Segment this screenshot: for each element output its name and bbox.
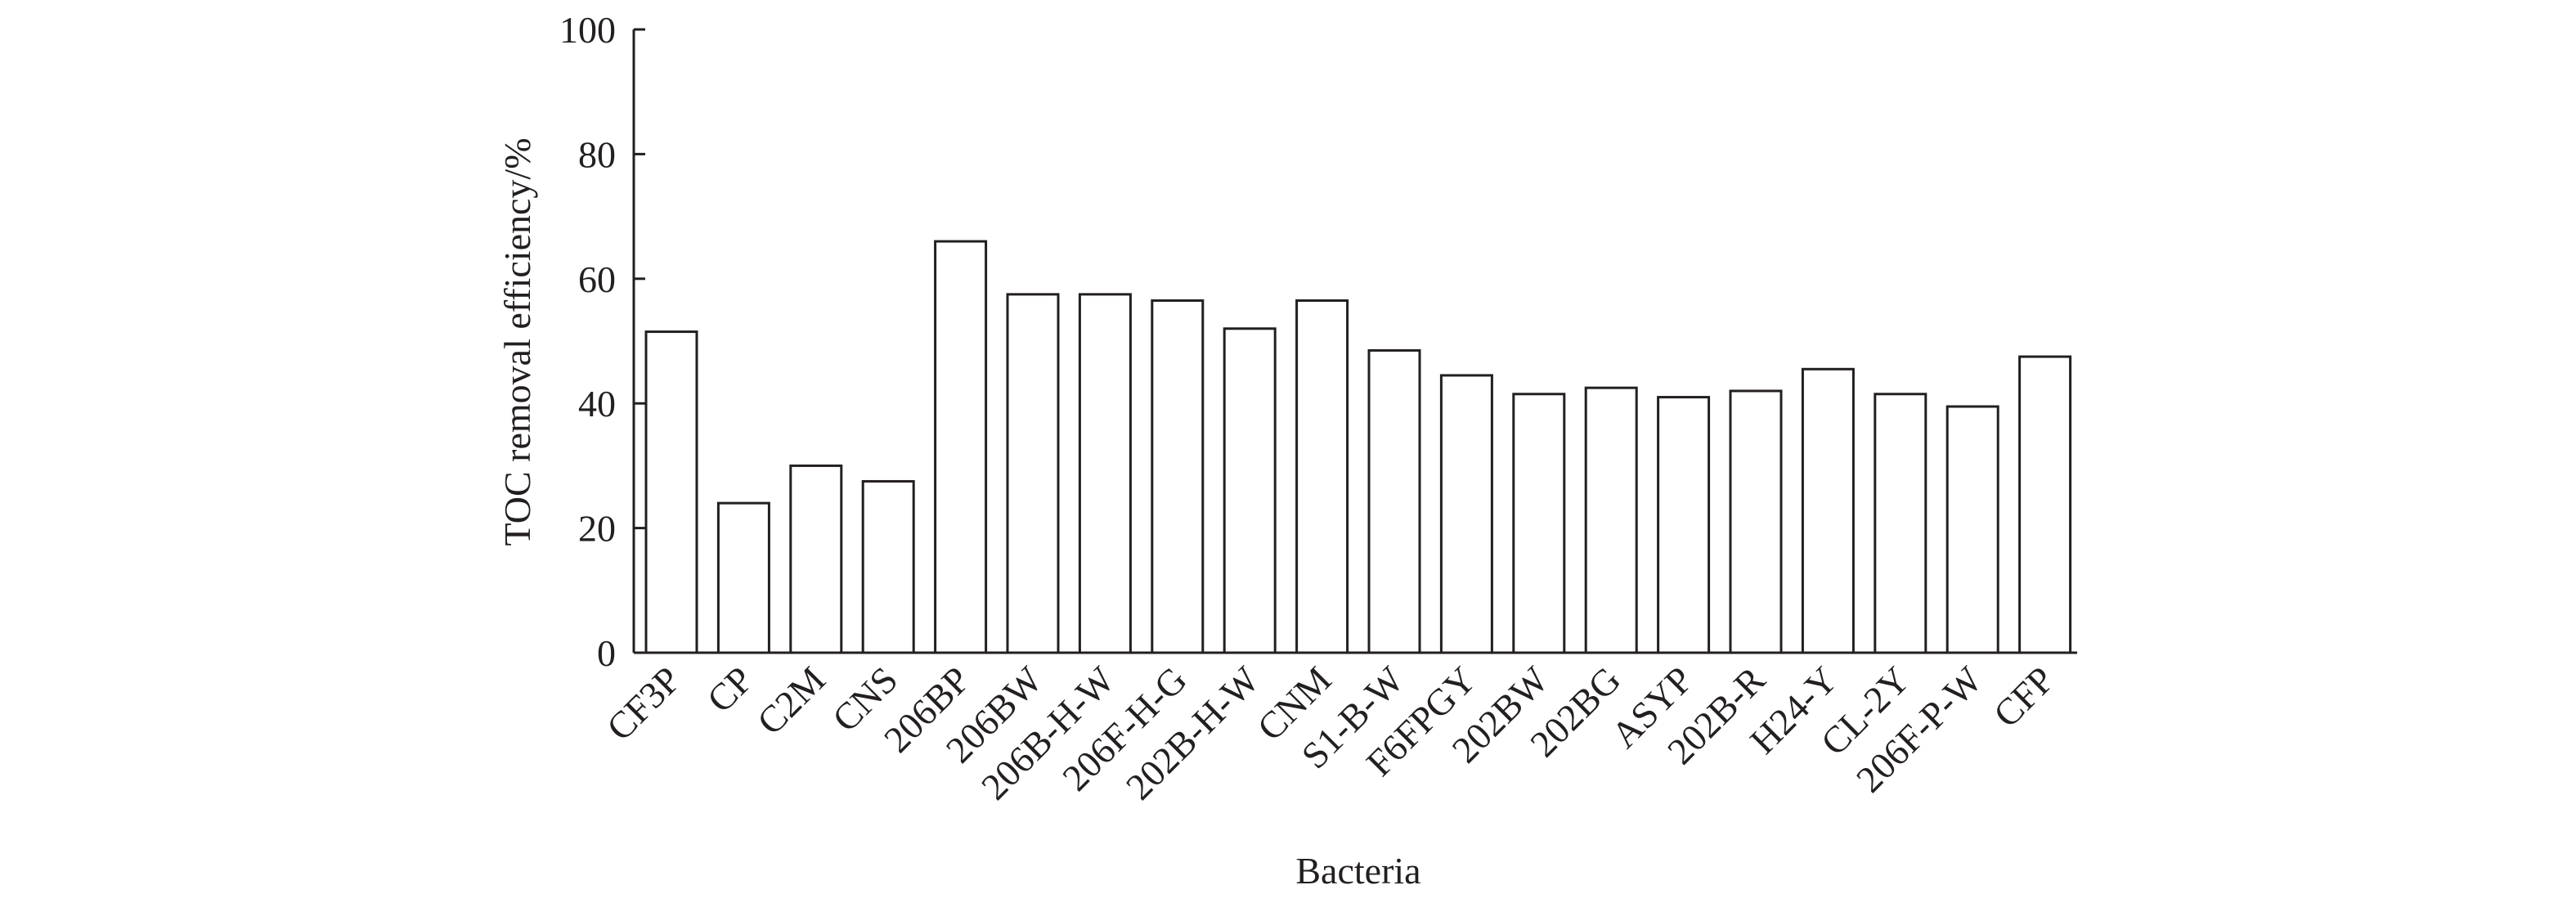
bar-cp <box>716 501 770 654</box>
bar-h24-y <box>1801 367 1855 654</box>
y-tick-label: 80 <box>578 133 616 175</box>
x-tick-label: CFP <box>1986 658 2062 735</box>
bar-206bp <box>934 240 988 654</box>
bar-206f-p-w <box>1945 405 1999 654</box>
x-axis-title: Bacteria <box>1295 850 1420 892</box>
bar-s1-b-w <box>1367 348 1421 654</box>
y-tick-label: 0 <box>597 632 616 674</box>
bar-206b-h-w <box>1078 293 1132 654</box>
bar-202b-h-w <box>1223 327 1277 654</box>
bar-cns <box>861 479 915 654</box>
y-tick-label: 20 <box>578 508 616 550</box>
y-tick-label: 40 <box>578 383 616 425</box>
y-axis-title: TOC removal efficiency/% <box>496 137 538 546</box>
bar-202bw <box>1512 393 1566 654</box>
bar-asyp <box>1657 396 1711 654</box>
bar-cfp <box>2018 355 2072 654</box>
bar-206f-h-g <box>1151 299 1205 654</box>
bar-206bw <box>1006 293 1060 654</box>
x-tick-label: C2M <box>749 658 833 743</box>
bar-202b-r <box>1729 389 1783 654</box>
bar-c2m <box>789 464 843 654</box>
bar-cl-2y <box>1874 393 1928 654</box>
bar-202bg <box>1584 386 1638 654</box>
y-tick-label: 60 <box>578 258 616 300</box>
y-tick-label: 100 <box>559 9 616 51</box>
bar-cnm <box>1295 299 1349 654</box>
bar-cf3p <box>644 330 698 654</box>
bar-f6fpgy <box>1439 374 1493 654</box>
